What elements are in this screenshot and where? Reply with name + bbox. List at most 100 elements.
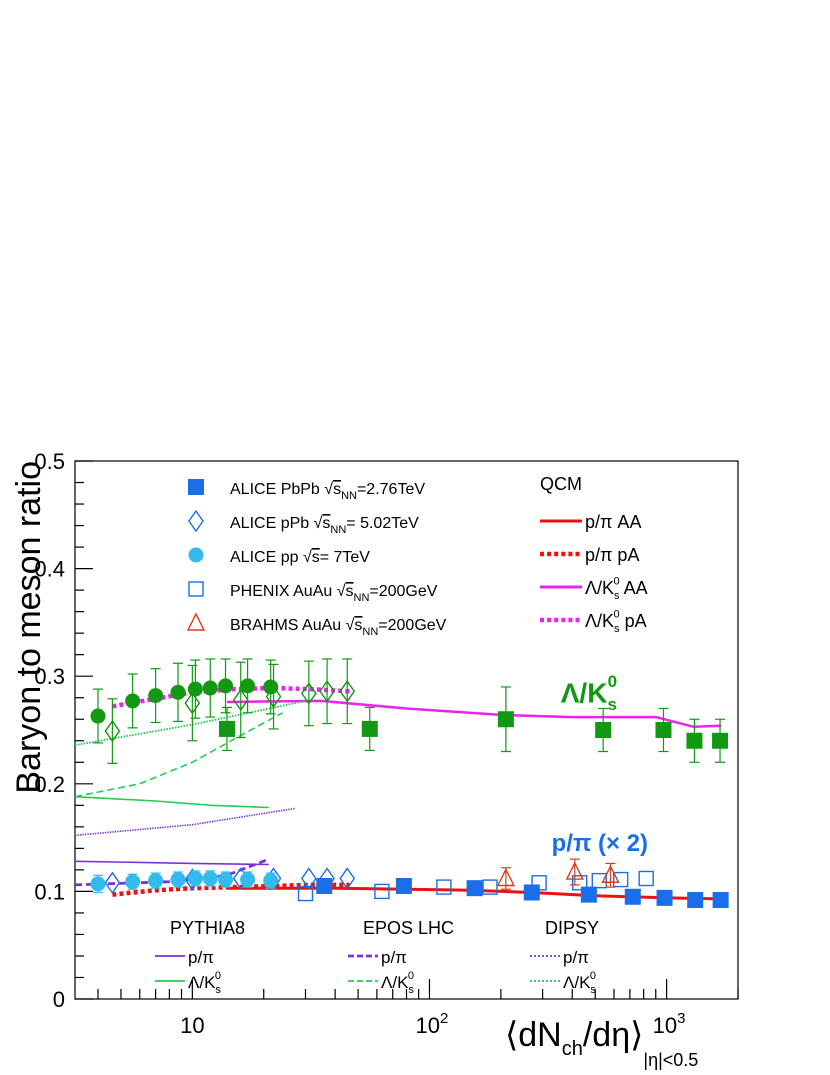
data-point bbox=[638, 870, 654, 887]
legend-sub: NN bbox=[354, 592, 370, 604]
legend-marker bbox=[188, 509, 204, 533]
data-point bbox=[218, 872, 234, 888]
data-point bbox=[687, 892, 704, 909]
data-point bbox=[170, 872, 186, 888]
x-tick-label-part: 10 bbox=[653, 1013, 677, 1038]
x-axis-title-part: /dη⟩ bbox=[583, 1016, 644, 1054]
ann-lambda-part: 0 bbox=[608, 672, 617, 691]
data-point bbox=[90, 876, 106, 892]
data-point bbox=[104, 871, 121, 895]
ann-ppi: p/π (× 2) bbox=[552, 830, 648, 857]
legend-sqrt: √ bbox=[303, 549, 312, 566]
legend-model-label-part: Λ/K bbox=[188, 973, 216, 992]
x-tick-label-part: 10 bbox=[415, 1013, 439, 1038]
ann-lambda: Λ/Ks 0 bbox=[561, 672, 617, 714]
data-point bbox=[571, 875, 588, 891]
legend-model-label: p/π bbox=[381, 948, 407, 967]
annotations: Λ/Ks 0 p/π (× 2) bbox=[552, 672, 648, 857]
legend-model-label-part: 0 bbox=[215, 970, 221, 982]
legend-sub: NN bbox=[330, 524, 346, 536]
legend-model-label-part: Λ/K bbox=[381, 973, 409, 992]
x-tick-label: 10 bbox=[180, 1013, 204, 1038]
legend-model-label: p/π bbox=[563, 948, 589, 967]
data-point bbox=[263, 873, 279, 889]
legend-qcm-label-part: Λ/K bbox=[585, 611, 614, 631]
data-point bbox=[361, 720, 378, 737]
data-point bbox=[297, 885, 314, 902]
legend-qcm-label-part: p/π AA bbox=[585, 512, 641, 532]
y-tick-label: 0.2 bbox=[34, 772, 65, 797]
curve-pythia8-k0s bbox=[75, 795, 269, 809]
data-point bbox=[218, 678, 234, 694]
legend-qcm-label-part: s bbox=[614, 623, 620, 635]
data-point bbox=[601, 864, 620, 883]
legend-s: s bbox=[322, 515, 330, 532]
data-points bbox=[90, 658, 729, 909]
legend-qcm-label-part: AA bbox=[620, 578, 648, 598]
x-axis-title-part: ch bbox=[562, 1038, 583, 1060]
data-point bbox=[395, 878, 412, 895]
y-tick-label: 0.1 bbox=[34, 879, 65, 904]
data-point bbox=[656, 889, 673, 906]
ann-lambda-part: s bbox=[607, 695, 616, 714]
legend-model-label: Λ/Ks 0 bbox=[563, 970, 596, 996]
data-point bbox=[263, 679, 279, 695]
x-axis-title-part: |η|<0.5 bbox=[643, 1050, 698, 1070]
curve-epos-lhc-k0s bbox=[75, 712, 283, 798]
legend-model-label-part: Λ/K bbox=[563, 973, 591, 992]
data-point bbox=[496, 867, 516, 887]
x-axis-title: ⟨dNch/dη⟩|η|<0.5 bbox=[505, 1016, 698, 1070]
data-point bbox=[497, 711, 514, 728]
legend-model-label-part: 0 bbox=[590, 970, 596, 982]
legend-marker bbox=[186, 612, 206, 631]
x-tick-label-part: 2 bbox=[440, 1010, 448, 1027]
data-point bbox=[655, 722, 672, 738]
data-point bbox=[580, 886, 597, 903]
legend-qcm-label-part: 0 bbox=[613, 608, 619, 620]
legend-label: ALICE pp √s= 7TeV bbox=[230, 549, 370, 566]
legend-marker bbox=[188, 479, 204, 495]
data-point bbox=[339, 867, 356, 890]
curve-pythia8-p- bbox=[75, 860, 269, 866]
legend-model-label-part: p/π bbox=[381, 948, 407, 967]
ann-lambda-part: Λ/K bbox=[561, 677, 608, 708]
legend-label: BRAHMS AuAu √sNN=200GeV bbox=[230, 617, 447, 638]
data-point bbox=[125, 693, 141, 709]
legend-label: ALICE pPb √sNN= 5.02TeV bbox=[230, 515, 419, 536]
legend-model-label-part: p/π bbox=[563, 948, 589, 967]
data-point bbox=[595, 722, 612, 738]
data-point bbox=[374, 883, 390, 900]
y-tick-label: 0.3 bbox=[34, 664, 65, 689]
legend-marker bbox=[188, 581, 204, 597]
curve-qcm-p-pa bbox=[112, 882, 350, 897]
legend-model-label: Λ/Ks 0 bbox=[381, 970, 414, 996]
legend-s: s bbox=[346, 583, 354, 600]
data-point bbox=[148, 688, 164, 704]
data-point bbox=[148, 873, 164, 889]
legend-marker bbox=[188, 547, 204, 563]
legend-model-label-part: p/π bbox=[188, 948, 214, 967]
legend-model-title: PYTHIA8 bbox=[170, 918, 245, 938]
data-point bbox=[187, 870, 203, 886]
legend-s: s bbox=[354, 617, 362, 634]
data-point bbox=[170, 684, 186, 700]
legend-label: PHENIX AuAu √sNN=200GeV bbox=[230, 583, 438, 604]
data-point bbox=[301, 867, 317, 890]
data-point bbox=[240, 678, 256, 694]
data-point bbox=[202, 680, 218, 696]
y-tick-label: 0.5 bbox=[34, 449, 65, 474]
data-point bbox=[531, 875, 547, 891]
legend-qcm-label: p/π AA bbox=[585, 512, 641, 532]
data-point bbox=[712, 732, 729, 749]
series-alice-pbpb-k0s bbox=[218, 686, 729, 763]
legend-qcm-label-part: Λ/K bbox=[585, 578, 614, 598]
data-point bbox=[187, 681, 203, 697]
y-tick-label: 0.4 bbox=[34, 557, 65, 582]
legend-model-title: DIPSY bbox=[545, 918, 599, 938]
legend-sub: NN bbox=[362, 626, 378, 638]
data-point bbox=[218, 720, 235, 737]
data-point bbox=[712, 892, 729, 909]
legend-sub: NN bbox=[341, 490, 357, 502]
legend-after: = 5.02TeV bbox=[346, 515, 419, 532]
